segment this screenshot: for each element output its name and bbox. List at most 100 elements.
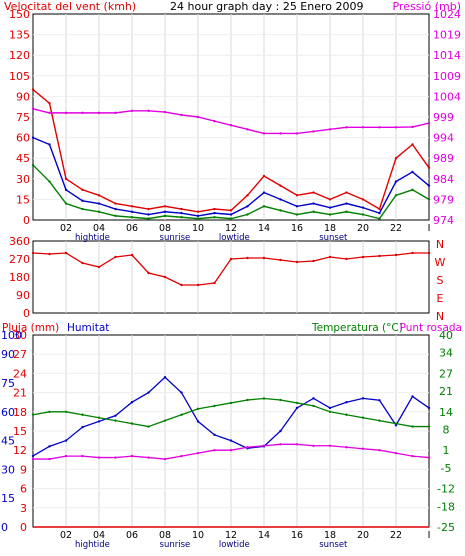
rain-tick-label: 3 <box>20 502 27 515</box>
humidity-point <box>147 391 150 394</box>
temperature-point <box>345 413 348 416</box>
temperature-point <box>361 416 365 419</box>
wind_gust-point <box>196 210 200 213</box>
temperature-point <box>64 410 68 413</box>
wind-direction-point <box>328 255 332 259</box>
temperature-point <box>229 401 233 405</box>
pressure-tick-label: 999 <box>433 111 454 124</box>
temperature-point <box>48 410 51 413</box>
temperature-point <box>130 422 134 425</box>
wind-direction-point <box>31 251 35 255</box>
dewpoint-point <box>361 447 365 450</box>
hour-tick-label: 02 <box>60 530 72 541</box>
wind_avg-point <box>147 213 150 216</box>
wind_min-point <box>345 210 348 213</box>
wind_min-point <box>262 205 266 208</box>
wind_gust-point <box>130 205 134 208</box>
pressure-point <box>328 128 332 131</box>
humidity-temp-series <box>31 376 431 528</box>
wind_gust-point <box>345 191 348 194</box>
wind_min-point <box>312 210 315 213</box>
graph-title: 24 hour graph day : 25 Enero 2009 <box>170 0 364 13</box>
event-label: lowtide <box>219 540 250 550</box>
pressure-tick-label: 1009 <box>433 70 461 83</box>
wind_min-point <box>81 207 84 211</box>
hour-tick-label: 08 <box>159 223 171 234</box>
dewpoint-point <box>114 456 117 459</box>
wind_min-point <box>411 188 414 191</box>
direction-tick-label: 360 <box>9 235 30 248</box>
pressure-tick-label: 1014 <box>433 49 461 62</box>
humidity-point <box>81 425 84 429</box>
temperature-tick-label: -12 <box>437 483 455 496</box>
temperature-point <box>295 401 299 405</box>
humidity-tick-label: 100 <box>1 329 22 342</box>
dewpoint-point <box>180 454 183 458</box>
direction-tick-label: 180 <box>9 271 30 284</box>
wind-direction-point <box>262 256 266 260</box>
humidity-point <box>64 439 68 442</box>
pressure-point <box>196 115 200 119</box>
wind-direction-point <box>411 251 414 255</box>
wind_avg-point <box>114 207 117 211</box>
temperature-point <box>163 419 167 422</box>
wind_avg-point <box>196 214 200 218</box>
wind-direction-point <box>180 283 183 287</box>
wind_min-point <box>229 217 233 220</box>
dewpoint-point <box>378 449 381 452</box>
hour-tick-label: I <box>428 530 431 541</box>
rain-tick-label: 24 <box>13 367 27 380</box>
humidity-point <box>180 391 183 394</box>
humidity-ticks: 0369121518212427300153045607590100-25-18… <box>1 329 455 550</box>
pressure-tick-label: 1004 <box>433 90 461 103</box>
event-label: hightide <box>75 233 110 243</box>
wind_min-point <box>31 163 35 167</box>
dewpoint-axis-title: Punt rosada <box>400 322 462 334</box>
wind-tick-label: 120 <box>9 49 30 62</box>
dewpoint-point <box>411 454 414 458</box>
humidity-point <box>229 439 233 442</box>
wind_gust-point <box>114 202 117 205</box>
wind_min-point <box>64 202 68 205</box>
wind_avg-point <box>64 188 68 191</box>
wind-tick-label: 105 <box>9 70 30 83</box>
wind_gust-point <box>328 198 332 201</box>
wind_avg-point <box>48 143 51 146</box>
wind-direction-point <box>196 283 200 287</box>
wind-direction-point <box>114 255 117 259</box>
humidity-tick-label: 0 <box>1 521 8 534</box>
pressure-point <box>64 111 68 115</box>
temperature-point <box>213 404 216 408</box>
rain-tick-label: 0 <box>20 521 27 534</box>
pressure-tick-label: 979 <box>433 193 454 206</box>
temperature-tick-label: 8 <box>443 424 450 437</box>
dewpoint-point <box>163 457 167 461</box>
direction-series <box>31 251 431 287</box>
wind-tick-label: 15 <box>16 193 30 206</box>
pressure-point <box>81 111 84 115</box>
wind_avg-point <box>180 211 183 215</box>
wind_avg-point <box>130 210 134 213</box>
pressure-point <box>114 111 117 115</box>
dewpoint-point <box>130 454 134 458</box>
humidity-tick-label: 30 <box>1 463 15 476</box>
hour-tick-label: 14 <box>258 530 270 541</box>
temperature-point <box>180 413 183 416</box>
wind-direction-point <box>213 281 216 285</box>
rain-tick-label: 6 <box>20 483 27 496</box>
pressure-point <box>262 132 266 135</box>
wind_avg-point <box>163 210 167 213</box>
rain-tick-label: 9 <box>20 463 27 476</box>
wind_avg-point <box>246 205 249 208</box>
pressure-point <box>279 132 282 135</box>
wind_min-point <box>163 214 167 218</box>
pressure-point <box>163 110 167 114</box>
direction-tick-label: 270 <box>9 253 30 266</box>
event-label: sunset <box>319 233 348 243</box>
dewpoint-point <box>394 451 398 455</box>
hour-tick-label: 10 <box>192 530 204 541</box>
wind-direction-point <box>246 256 249 260</box>
event-label: lowtide <box>219 233 250 243</box>
wind_gust-point <box>147 207 150 211</box>
pressure-point <box>361 126 365 129</box>
